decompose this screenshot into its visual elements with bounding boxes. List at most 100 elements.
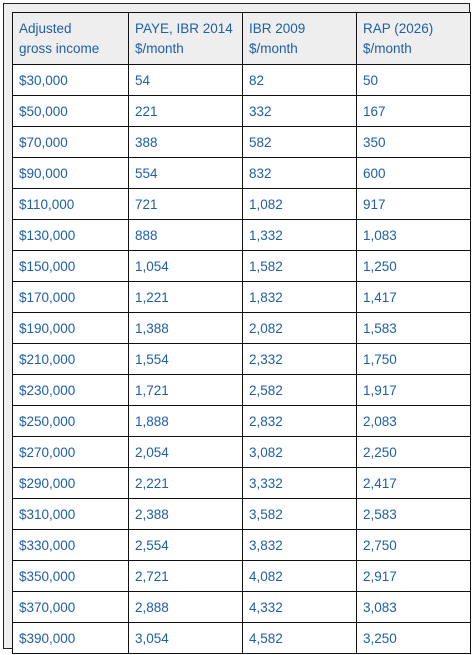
table-row: $90,000 554 832 600 [12, 157, 471, 189]
cell-rap2026: 1,583 [356, 312, 471, 344]
table-row: $230,000 1,721 2,582 1,917 [12, 374, 471, 406]
cell-paye-ibr2014: 388 [128, 126, 243, 158]
cell-ibr2009: 3,832 [242, 529, 357, 561]
cell-rap2026: 1,917 [356, 374, 471, 406]
header-agi: Adjusted gross income [12, 12, 129, 65]
cell-ibr2009: 1,332 [242, 219, 357, 251]
cell-rap2026: 2,250 [356, 436, 471, 468]
cell-agi: $170,000 [12, 281, 129, 313]
header-ibr2009: IBR 2009 $/month [242, 12, 357, 65]
header-rap2026-line1: RAP (2026) [363, 20, 434, 36]
cell-rap2026: 2,083 [356, 405, 471, 437]
cell-ibr2009: 1,082 [242, 188, 357, 220]
cell-ibr2009: 2,082 [242, 312, 357, 344]
table-row: $210,000 1,554 2,332 1,750 [12, 343, 471, 375]
cell-rap2026: 2,583 [356, 498, 471, 530]
table-row: $370,000 2,888 4,332 3,083 [12, 591, 471, 623]
cell-agi: $370,000 [12, 591, 129, 623]
cell-rap2026: 350 [356, 126, 471, 158]
cell-agi: $70,000 [12, 126, 129, 158]
cell-rap2026: 2,417 [356, 467, 471, 499]
cell-paye-ibr2014: 888 [128, 219, 243, 251]
cell-rap2026: 2,750 [356, 529, 471, 561]
cell-agi: $130,000 [12, 219, 129, 251]
table-row: $250,000 1,888 2,832 2,083 [12, 405, 471, 437]
cell-rap2026: 1,250 [356, 250, 471, 282]
cell-rap2026: 1,417 [356, 281, 471, 313]
cell-agi: $150,000 [12, 250, 129, 282]
header-rap2026: RAP (2026) $/month [356, 12, 471, 65]
cell-ibr2009: 82 [242, 64, 357, 96]
table-header: Adjusted gross income PAYE, IBR 2014 $/m… [12, 12, 471, 65]
cell-rap2026: 3,250 [356, 622, 471, 654]
cell-ibr2009: 832 [242, 157, 357, 189]
cell-paye-ibr2014: 3,054 [128, 622, 243, 654]
cell-paye-ibr2014: 2,054 [128, 436, 243, 468]
cell-ibr2009: 2,582 [242, 374, 357, 406]
cell-agi: $270,000 [12, 436, 129, 468]
cell-agi: $90,000 [12, 157, 129, 189]
header-paye-ibr2014: PAYE, IBR 2014 $/month [128, 12, 243, 65]
cell-paye-ibr2014: 1,054 [128, 250, 243, 282]
header-ibr2009-line1: IBR 2009 [249, 20, 306, 36]
cell-rap2026: 167 [356, 95, 471, 127]
repayment-table: Adjusted gross income PAYE, IBR 2014 $/m… [12, 12, 471, 654]
table-row: $190,000 1,388 2,082 1,583 [12, 312, 471, 344]
header-row: Adjusted gross income PAYE, IBR 2014 $/m… [12, 12, 471, 65]
cell-ibr2009: 1,832 [242, 281, 357, 313]
cell-rap2026: 600 [356, 157, 471, 189]
cell-rap2026: 1,083 [356, 219, 471, 251]
cell-rap2026: 2,917 [356, 560, 471, 592]
cell-agi: $110,000 [12, 188, 129, 220]
table-row: $350,000 2,721 4,082 2,917 [12, 560, 471, 592]
table-row: $310,000 2,388 3,582 2,583 [12, 498, 471, 530]
table-frame: Adjusted gross income PAYE, IBR 2014 $/m… [3, 3, 471, 654]
cell-ibr2009: 2,332 [242, 343, 357, 375]
cell-ibr2009: 1,582 [242, 250, 357, 282]
cell-rap2026: 50 [356, 64, 471, 96]
table-row: $150,000 1,054 1,582 1,250 [12, 250, 471, 282]
table-row: $30,000 54 82 50 [12, 64, 471, 96]
cell-ibr2009: 4,082 [242, 560, 357, 592]
cell-paye-ibr2014: 1,721 [128, 374, 243, 406]
cell-paye-ibr2014: 1,221 [128, 281, 243, 313]
cell-rap2026: 917 [356, 188, 471, 220]
cell-agi: $290,000 [12, 467, 129, 499]
cell-rap2026: 3,083 [356, 591, 471, 623]
table-body: $30,000 54 82 50 $50,000 221 332 167 $70,000 388 5… [12, 64, 471, 654]
cell-ibr2009: 3,582 [242, 498, 357, 530]
cell-ibr2009: 3,332 [242, 467, 357, 499]
cell-paye-ibr2014: 721 [128, 188, 243, 220]
cell-agi: $250,000 [12, 405, 129, 437]
table-row: $50,000 221 332 167 [12, 95, 471, 127]
table-row: $110,000 721 1,082 917 [12, 188, 471, 220]
header-agi-line2: gross income [19, 40, 100, 56]
table-row: $170,000 1,221 1,832 1,417 [12, 281, 471, 313]
table-row: $330,000 2,554 3,832 2,750 [12, 529, 471, 561]
cell-agi: $350,000 [12, 560, 129, 592]
cell-agi: $390,000 [12, 622, 129, 654]
cell-ibr2009: 582 [242, 126, 357, 158]
cell-paye-ibr2014: 1,554 [128, 343, 243, 375]
cell-agi: $330,000 [12, 529, 129, 561]
cell-ibr2009: 3,082 [242, 436, 357, 468]
cell-paye-ibr2014: 2,721 [128, 560, 243, 592]
cell-paye-ibr2014: 1,388 [128, 312, 243, 344]
cell-ibr2009: 2,832 [242, 405, 357, 437]
cell-paye-ibr2014: 2,888 [128, 591, 243, 623]
header-ibr2009-line2: $/month [249, 40, 298, 56]
cell-agi: $190,000 [12, 312, 129, 344]
table-row: $270,000 2,054 3,082 2,250 [12, 436, 471, 468]
table-row: $390,000 3,054 4,582 3,250 [12, 622, 471, 654]
cell-agi: $230,000 [12, 374, 129, 406]
cell-rap2026: 1,750 [356, 343, 471, 375]
cell-ibr2009: 4,332 [242, 591, 357, 623]
table-row: $130,000 888 1,332 1,083 [12, 219, 471, 251]
cell-paye-ibr2014: 554 [128, 157, 243, 189]
cell-paye-ibr2014: 1,888 [128, 405, 243, 437]
header-paye-ibr2014-line1: PAYE, IBR 2014 [135, 20, 233, 36]
cell-paye-ibr2014: 2,554 [128, 529, 243, 561]
cell-paye-ibr2014: 2,388 [128, 498, 243, 530]
header-paye-ibr2014-line2: $/month [135, 40, 184, 56]
cell-paye-ibr2014: 221 [128, 95, 243, 127]
